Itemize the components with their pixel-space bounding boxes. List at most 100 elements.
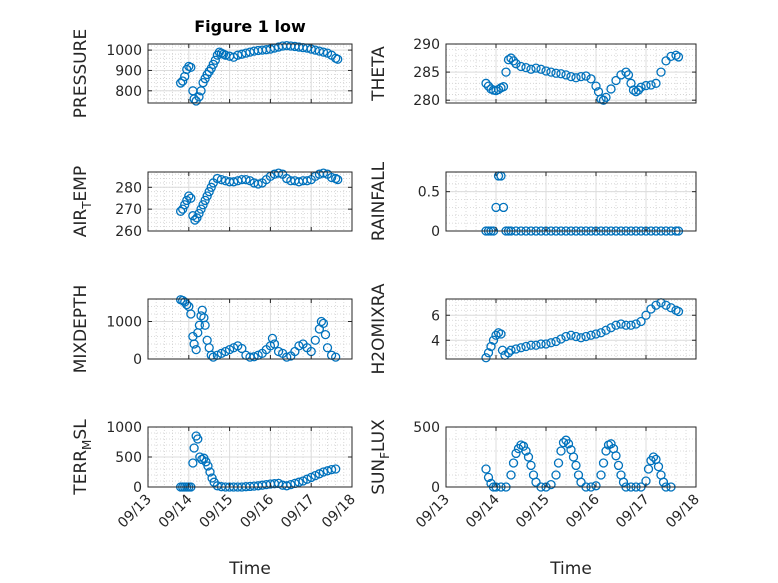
data-point bbox=[611, 320, 621, 330]
data-point bbox=[606, 439, 616, 449]
y-tick-label: 1000 bbox=[106, 43, 142, 59]
minor-grid bbox=[446, 172, 696, 232]
data-point bbox=[553, 458, 564, 468]
data-point bbox=[546, 479, 556, 490]
y-axis-label: THETA bbox=[369, 46, 389, 102]
data-point bbox=[496, 329, 506, 339]
data-point bbox=[186, 309, 196, 319]
y-tick-label: 280 bbox=[115, 180, 142, 196]
data-point bbox=[658, 477, 669, 487]
data-point bbox=[182, 299, 192, 310]
data-point bbox=[316, 316, 327, 327]
y-axis-label: H2OMIXRA bbox=[369, 283, 389, 374]
data-point bbox=[186, 193, 196, 203]
data-point bbox=[326, 464, 337, 475]
data-point bbox=[503, 55, 514, 65]
data-point bbox=[601, 92, 611, 103]
data-point bbox=[506, 345, 516, 355]
data-point bbox=[191, 344, 201, 355]
subplot-6: 4 6 H2OMIXRA bbox=[369, 283, 697, 375]
y-tick-label: 6 bbox=[431, 308, 440, 324]
axes-box bbox=[147, 171, 353, 232]
data-point bbox=[626, 320, 636, 330]
data-point bbox=[641, 310, 651, 320]
data-point bbox=[286, 479, 296, 490]
data-points bbox=[481, 50, 684, 105]
data-point bbox=[551, 470, 561, 480]
data-point bbox=[563, 439, 574, 449]
data-point bbox=[591, 81, 601, 91]
data-point bbox=[601, 325, 611, 335]
y-tick-label: 1000 bbox=[106, 315, 142, 331]
data-point bbox=[571, 331, 581, 342]
data-point bbox=[302, 176, 312, 186]
data-point bbox=[568, 452, 579, 462]
data-point bbox=[521, 446, 531, 456]
data-point bbox=[606, 323, 616, 333]
data-point bbox=[189, 443, 199, 453]
data-point bbox=[561, 331, 571, 342]
x-tick-label: 09/14 bbox=[463, 491, 503, 531]
data-point bbox=[189, 339, 199, 349]
data-point bbox=[320, 329, 331, 340]
subplot-8: 0 500 SUNFLUX 09/13 09/14 09/15 09/16 09/17 09/1… bbox=[369, 419, 703, 579]
data-point bbox=[516, 61, 526, 72]
data-point bbox=[613, 460, 624, 471]
data-point bbox=[188, 458, 198, 468]
data-point bbox=[581, 331, 591, 342]
data-point bbox=[631, 319, 641, 329]
data-point bbox=[561, 70, 571, 80]
data-point bbox=[621, 320, 631, 330]
data-point bbox=[294, 477, 304, 487]
data-point bbox=[576, 333, 586, 343]
data-point bbox=[541, 66, 551, 76]
subplot-4: 0 0.5 RAINFALL bbox=[369, 161, 697, 241]
data-point bbox=[526, 460, 536, 471]
subplot-5: 0 1000 MIXDEPTH bbox=[71, 285, 353, 373]
plot-area bbox=[446, 44, 696, 103]
axes-box bbox=[147, 43, 353, 104]
x-tick-label: 09/14 bbox=[156, 491, 196, 531]
subplot-7: 0 500 1000 TERRMSL 09/13 09/14 09/15 09/16 09/17… bbox=[71, 419, 359, 579]
data-point bbox=[493, 84, 504, 95]
y-tick-label: 0 bbox=[431, 224, 440, 240]
data-point bbox=[212, 173, 223, 184]
data-point bbox=[536, 64, 546, 74]
plot-area bbox=[446, 427, 696, 487]
x-tick-label: 09/17 bbox=[613, 492, 653, 532]
data-point bbox=[546, 338, 556, 348]
y-tick-label: 900 bbox=[115, 63, 142, 79]
y-tick-label: 285 bbox=[413, 65, 440, 81]
data-point bbox=[521, 341, 531, 352]
x-tick-label: 09/13 bbox=[115, 492, 155, 532]
data-point bbox=[651, 300, 661, 310]
data-point bbox=[591, 481, 601, 491]
data-point bbox=[598, 95, 609, 105]
axes-box bbox=[445, 298, 697, 360]
data-point bbox=[551, 68, 561, 78]
y-axis-label: RAINFALL bbox=[369, 161, 389, 241]
axes-box bbox=[445, 171, 697, 232]
data-point bbox=[193, 434, 203, 444]
data-point bbox=[175, 78, 186, 88]
subplot-2: 280 285 290 THETA bbox=[369, 37, 697, 109]
x-tick-label: 09/18 bbox=[319, 492, 359, 532]
data-point bbox=[178, 76, 188, 86]
data-point bbox=[648, 452, 659, 462]
data-point bbox=[506, 53, 516, 63]
axes-box bbox=[445, 426, 697, 488]
data-point bbox=[556, 69, 566, 79]
data-point bbox=[318, 47, 329, 57]
data-point bbox=[641, 80, 651, 91]
x-tick-label: 09/13 bbox=[413, 492, 453, 532]
data-point bbox=[318, 467, 329, 477]
data-point bbox=[586, 74, 596, 84]
data-point bbox=[623, 70, 634, 80]
data-point bbox=[596, 328, 606, 338]
data-point bbox=[194, 92, 204, 102]
data-point bbox=[506, 470, 516, 480]
data-point bbox=[671, 50, 681, 60]
data-point bbox=[523, 452, 534, 462]
data-point bbox=[180, 200, 190, 210]
data-point bbox=[618, 477, 629, 487]
